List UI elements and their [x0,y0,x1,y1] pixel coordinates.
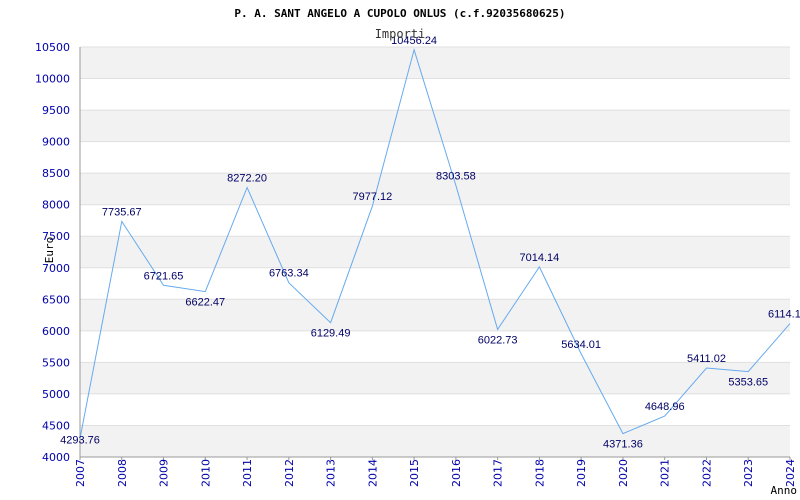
data-label: 6763.34 [269,268,309,280]
y-tick-label: 8500 [42,167,70,180]
x-tick-label: 2010 [199,459,212,487]
y-tick-label: 4000 [42,451,70,464]
y-tick-label: 6000 [42,325,70,338]
data-label: 4293.76 [60,434,100,446]
x-tick-label: 2019 [575,459,588,487]
x-tick-labels: 2007 2008 2009 2010 2011 2012 2013 2014 2015 2016… [74,457,797,487]
y-tick-label: 10000 [35,73,70,86]
band [80,425,790,457]
y-tick-labels: 4000 4500 5000 5500 6000 6500 7000 7500 8000 8500… [35,41,70,464]
band [80,47,790,79]
data-label: 5411.02 [687,353,726,365]
y-tick-label: 10500 [35,41,70,54]
data-label: 6721.65 [144,270,184,282]
x-tick-label: 2008 [116,459,129,487]
x-axis-label: Anno [771,484,798,497]
x-tick-label: 2011 [241,459,254,487]
y-tick-label: 7500 [42,230,70,243]
data-label: 4648.96 [645,401,685,413]
background-bands [80,47,790,457]
data-label: 6129.49 [311,328,351,340]
x-tick-label: 2022 [700,459,713,487]
data-label: 7977.12 [352,191,392,203]
y-tick-label: 4500 [42,419,70,432]
y-tick-label: 6500 [42,293,70,306]
band [80,110,790,142]
x-tick-label: 2015 [408,459,421,487]
x-tick-label: 2024 [784,459,797,487]
band [80,236,790,268]
data-label: 8272.20 [227,173,267,185]
chart-subtitle: Importi [375,27,426,41]
data-label: 6022.73 [478,334,518,346]
x-tick-label: 2016 [450,459,463,487]
data-label: 6114.17 [768,309,800,321]
band [80,173,790,205]
chart-title: P. A. SANT ANGELO A CUPOLO ONLUS (c.f.92… [234,7,565,20]
band [80,362,790,394]
y-tick-label: 9000 [42,136,70,149]
data-label: 4371.36 [603,439,643,451]
y-tick-label: 5500 [42,356,70,369]
x-tick-label: 2014 [366,459,379,487]
x-tick-label: 2023 [742,459,755,487]
data-label: 5634.01 [561,339,601,351]
x-tick-label: 2020 [617,459,630,487]
x-tick-label: 2018 [533,459,546,487]
data-label: 8303.58 [436,171,476,183]
data-labels: 4293.76 7735.67 6721.65 6622.47 8272.20 6763.… [60,35,800,451]
y-tick-label: 7000 [42,262,70,275]
gridlines [80,46,790,458]
data-label: 5353.65 [728,377,768,389]
x-tick-label: 2021 [659,459,672,487]
x-tick-label: 2013 [325,459,338,487]
x-tick-label: 2017 [492,459,505,487]
band [80,299,790,331]
data-label: 6622.47 [185,297,225,309]
data-label: 10456.24 [391,35,437,47]
y-axis-label: Euro [43,237,56,264]
x-tick-label: 2007 [74,459,87,487]
y-tick-label: 9500 [42,104,70,117]
series-line [79,47,791,439]
x-tick-label: 2009 [158,459,171,487]
x-tick-label: 2012 [283,459,296,487]
data-label: 7735.67 [102,206,142,218]
y-tick-label: 8000 [42,199,70,212]
y-tick-label: 5000 [42,388,70,401]
data-label: 7014.14 [520,252,560,264]
